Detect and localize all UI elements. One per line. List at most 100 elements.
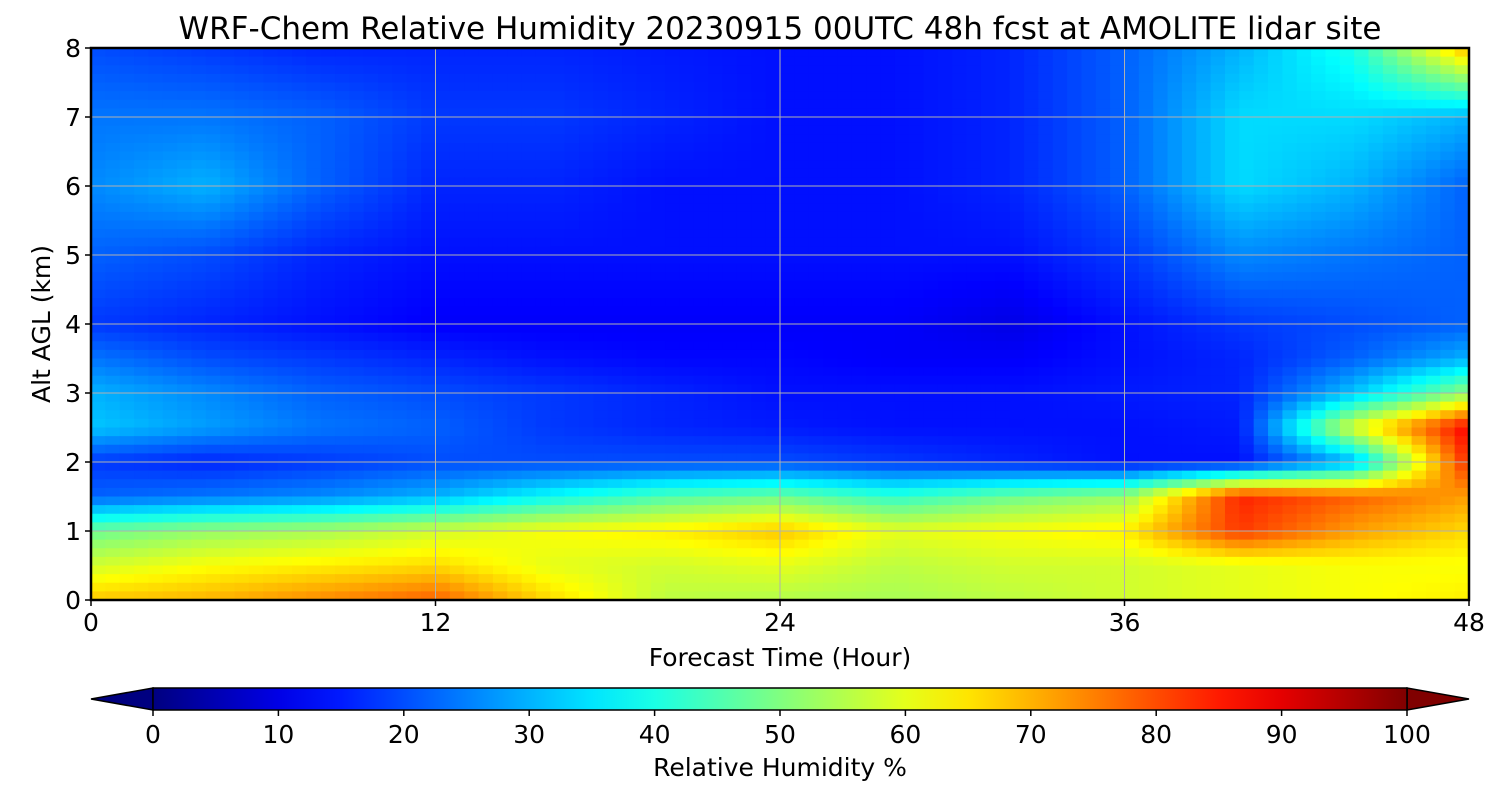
rh-cell <box>134 324 150 334</box>
rh-cell <box>995 306 1011 316</box>
rh-cell <box>1354 125 1370 135</box>
rh-cell <box>291 194 307 204</box>
rh-cell <box>392 211 408 222</box>
rh-cell <box>607 444 623 454</box>
rh-cell <box>952 487 968 498</box>
rh-cell <box>363 220 379 230</box>
rh-cell <box>449 125 465 135</box>
rh-cell <box>780 410 795 420</box>
rh-cell <box>306 151 322 161</box>
rh-cell <box>1181 298 1197 308</box>
rh-cell <box>378 401 394 411</box>
rh-cell <box>191 246 207 256</box>
rh-cell <box>636 418 652 429</box>
rh-cell <box>1024 125 1039 135</box>
rh-cell <box>765 91 781 101</box>
rh-cell <box>320 117 336 127</box>
rh-cell <box>650 393 666 403</box>
rh-cell <box>808 168 824 178</box>
rh-cell <box>220 427 236 437</box>
rh-cell <box>1095 324 1111 334</box>
rh-cell <box>277 324 293 334</box>
rh-cell <box>937 65 953 75</box>
rh-cell <box>909 203 925 213</box>
rh-cell <box>277 375 293 385</box>
rh-cell <box>880 142 896 153</box>
rh-cell <box>550 177 566 187</box>
rh-cell <box>708 203 724 213</box>
rh-cell <box>1411 444 1427 454</box>
rh-cell <box>995 487 1011 498</box>
rh-cell <box>823 255 839 265</box>
rh-cell <box>880 384 896 394</box>
rh-cell <box>1282 220 1298 230</box>
rh-cell <box>1038 436 1054 446</box>
rh-cell <box>1110 237 1126 247</box>
rh-cell <box>1382 194 1398 204</box>
rh-cell <box>363 142 379 153</box>
rh-cell <box>306 487 322 498</box>
rh-cell <box>1282 91 1298 101</box>
rh-cell <box>263 125 279 135</box>
rh-cell <box>794 289 810 299</box>
rh-cell <box>937 453 953 463</box>
rh-cell <box>1095 255 1111 265</box>
rh-cell <box>564 211 580 222</box>
rh-cell <box>162 151 178 161</box>
rh-cell <box>435 65 451 75</box>
rh-cell <box>1153 73 1169 84</box>
rh-cell <box>1181 211 1197 222</box>
rh-cell <box>1411 453 1427 463</box>
rh-cell <box>1354 298 1370 308</box>
rh-cell <box>378 470 394 480</box>
rh-cell <box>363 255 379 265</box>
rh-cell <box>1196 324 1212 334</box>
rh-cell <box>1138 186 1154 196</box>
rh-cell <box>105 229 121 239</box>
rh-cell <box>1167 479 1183 489</box>
rh-cell <box>1440 470 1456 480</box>
rh-cell <box>134 82 150 92</box>
rh-cell <box>148 332 164 342</box>
rh-cell <box>291 487 307 498</box>
rh-cell <box>837 186 853 196</box>
rh-cell <box>1368 487 1384 498</box>
rh-cell <box>277 427 293 437</box>
rh-cell <box>593 263 609 273</box>
rh-cell <box>248 134 264 144</box>
rh-cell <box>1454 160 1469 170</box>
rh-cell <box>937 436 953 446</box>
rh-cell <box>1138 280 1154 291</box>
rh-cell <box>1296 470 1312 480</box>
rh-cell <box>722 134 738 144</box>
rh-cell <box>1311 306 1327 316</box>
rh-cell <box>378 444 394 454</box>
rh-cell <box>765 401 781 411</box>
rh-cell <box>923 203 939 213</box>
rh-cell <box>622 298 638 308</box>
rh-cell <box>91 479 106 489</box>
rh-cell <box>736 99 752 109</box>
rh-cell <box>1282 125 1298 135</box>
rh-cell <box>1224 410 1240 420</box>
rh-cell <box>1425 255 1441 265</box>
rh-cell <box>550 298 566 308</box>
rh-cell <box>995 237 1011 247</box>
rh-cell <box>263 418 279 429</box>
rh-cell <box>1354 436 1370 446</box>
rh-cell <box>708 99 724 109</box>
rh-cell <box>349 151 365 161</box>
rh-cell <box>1268 134 1283 144</box>
rh-cell <box>392 237 408 247</box>
rh-cell <box>1095 384 1111 394</box>
rh-cell <box>335 298 350 308</box>
rh-cell <box>421 211 437 222</box>
rh-cell <box>564 367 580 377</box>
rh-cell <box>248 289 264 299</box>
rh-cell <box>162 332 178 342</box>
rh-cell <box>1382 99 1398 109</box>
rh-cell <box>406 349 422 360</box>
rh-cell <box>378 393 394 403</box>
rh-cell <box>1368 177 1384 187</box>
rh-cell <box>349 349 365 360</box>
